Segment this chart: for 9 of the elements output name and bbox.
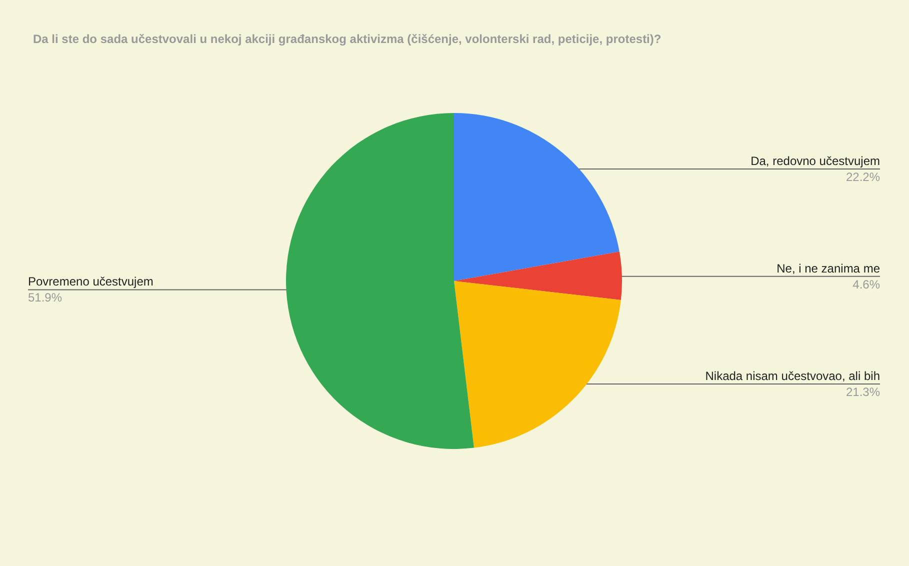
slice-label: Da, redovno učestvujem (750, 154, 880, 168)
slice-label: Nikada nisam učestvovao, ali bih (705, 369, 880, 384)
data-label: 22.2% (846, 170, 880, 184)
chart-title: Da li ste do sada učestvovali u nekoj akciji građanskog aktivizma (čišćenje, volonterski rad, peticije, protesti)? (33, 32, 662, 46)
data-label: 4.6% (852, 277, 880, 292)
slice-label: Ne, i ne zanima me (776, 261, 880, 276)
data-label: 21.3% (846, 385, 880, 400)
slice-label: Povremeno učestvujem (28, 274, 154, 289)
data-label: 51.9% (28, 290, 62, 305)
